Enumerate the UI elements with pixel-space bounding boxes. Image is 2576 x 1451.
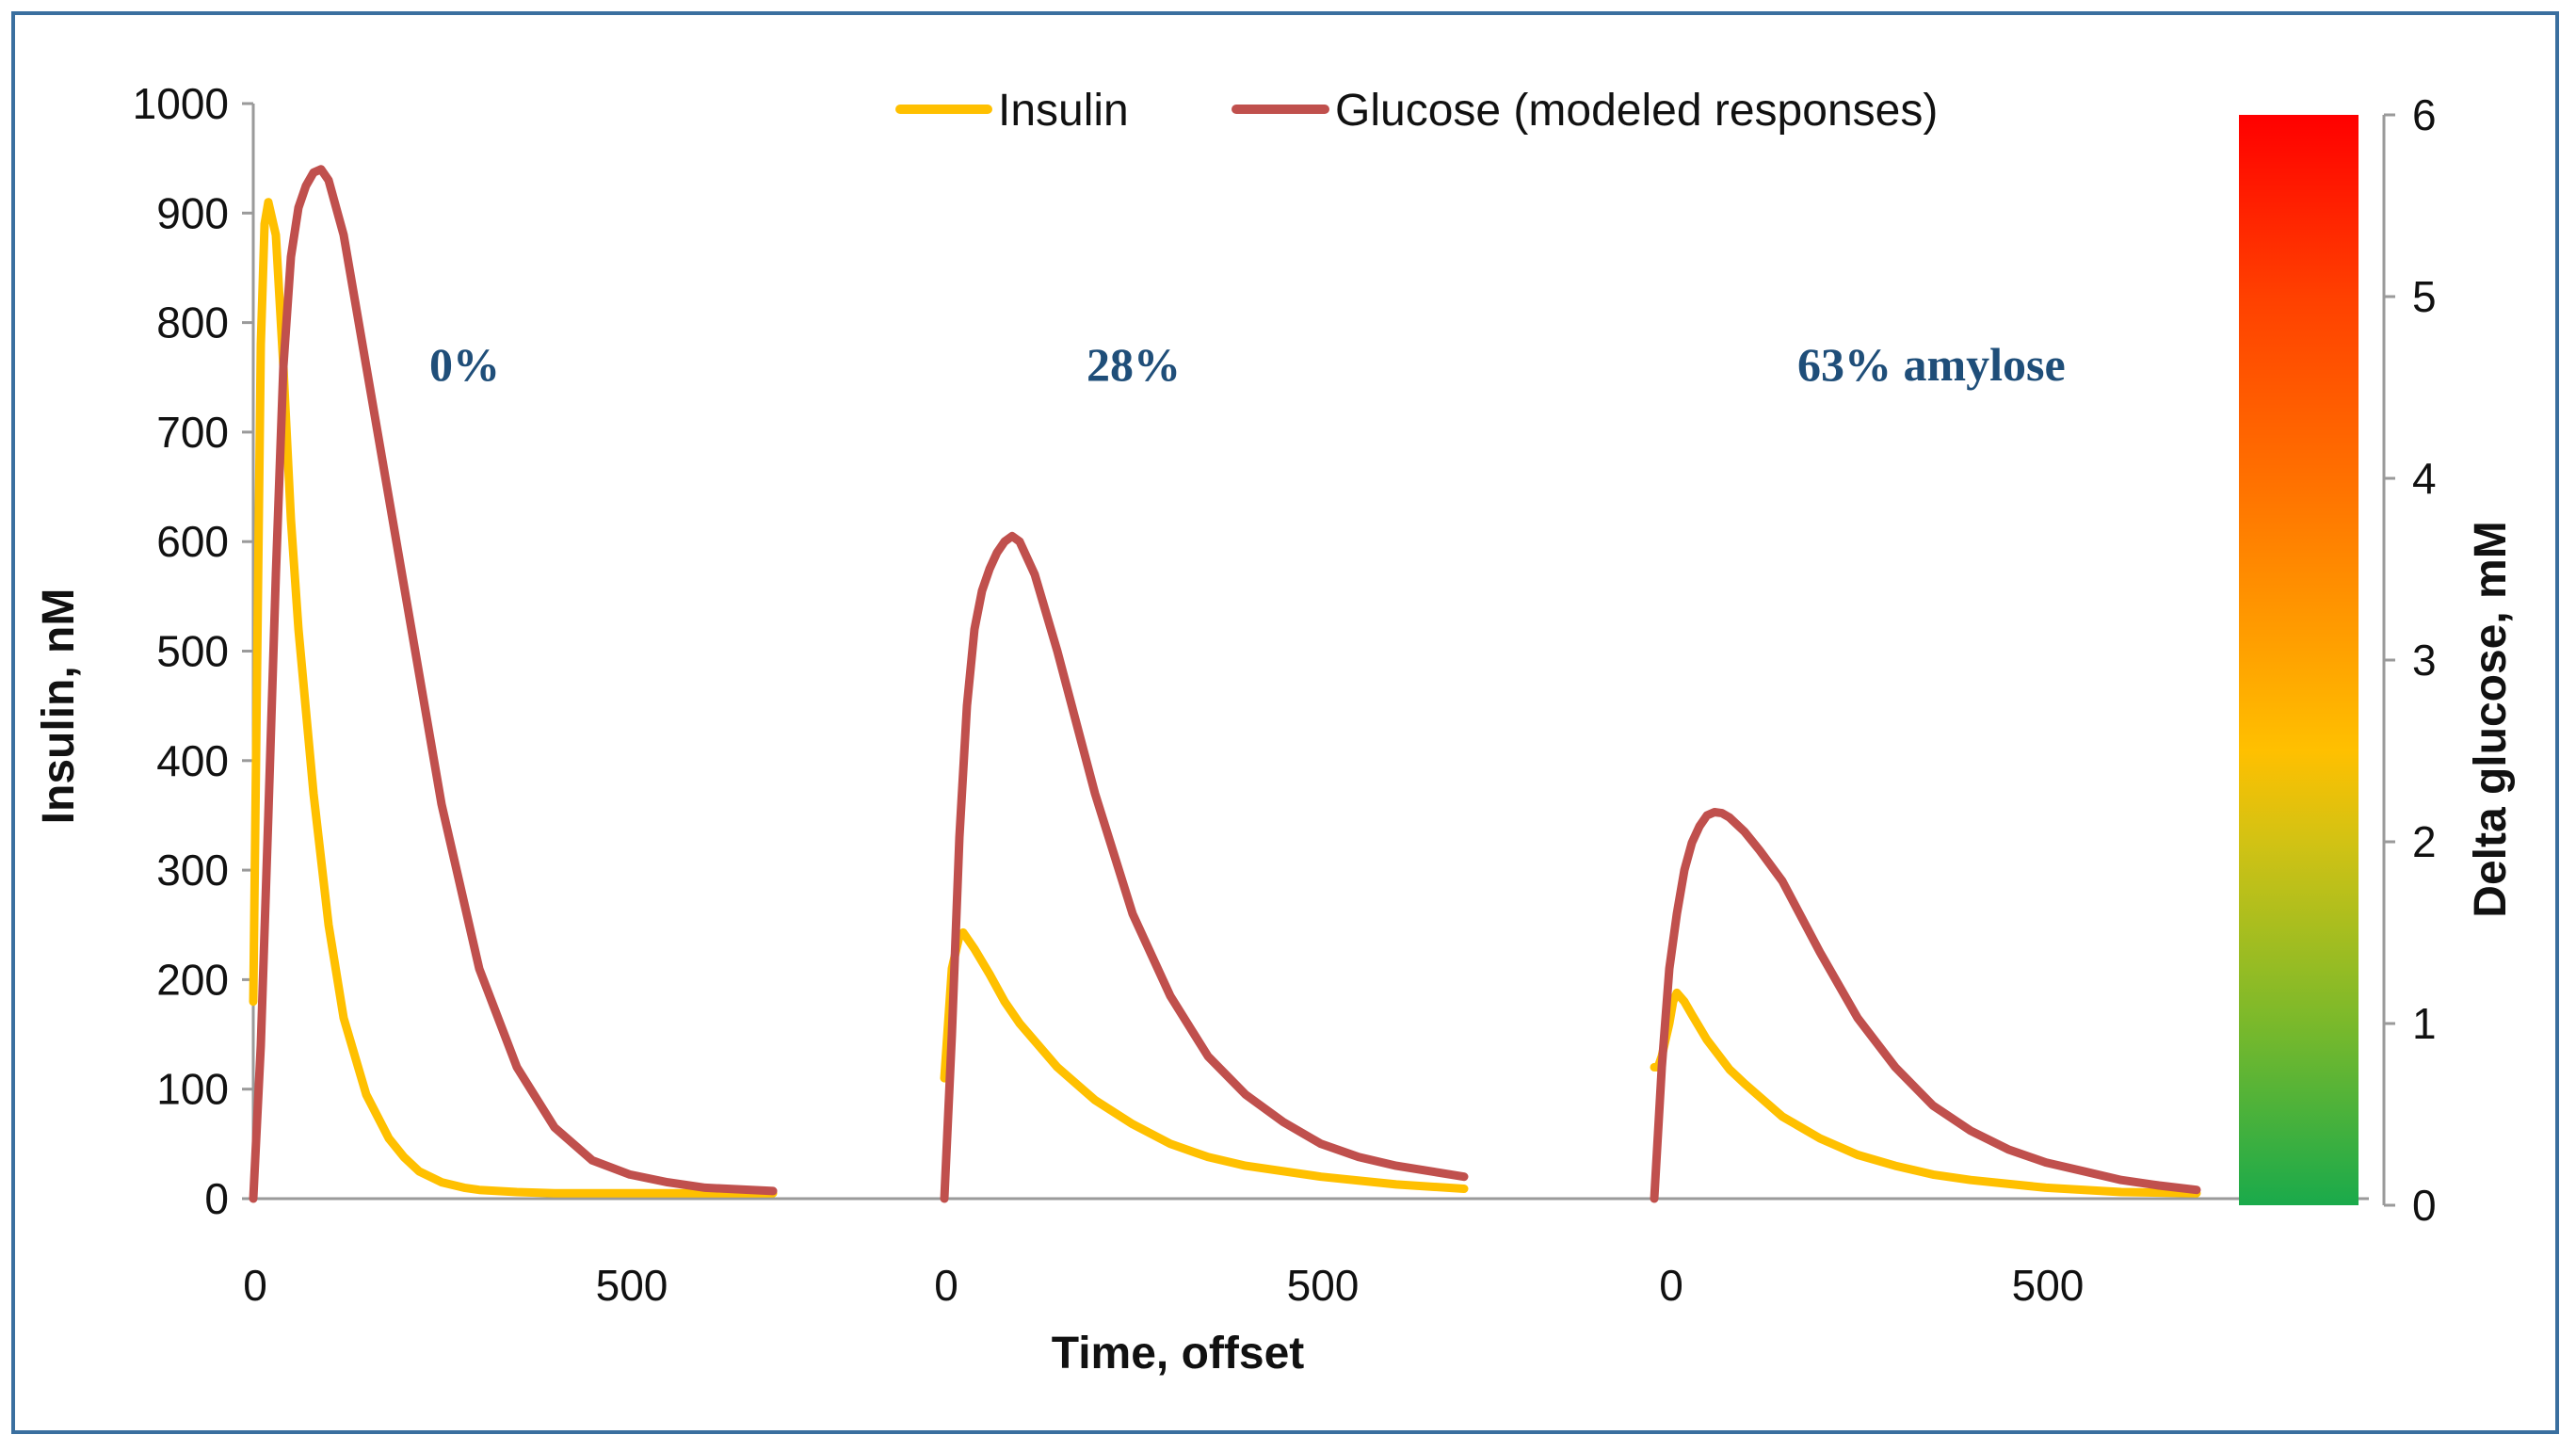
colorbar-tick-label: 4 bbox=[2412, 454, 2437, 503]
y-axis-title: Insulin, nM bbox=[34, 588, 84, 825]
y-tick-label: 300 bbox=[156, 846, 229, 895]
x-tick-label: 500 bbox=[1287, 1261, 1360, 1310]
series-layer bbox=[249, 165, 2201, 1203]
axes-layer bbox=[242, 102, 2369, 1201]
x-axis-title: Time, offset bbox=[1052, 1329, 1305, 1378]
y-tick-label: 600 bbox=[156, 517, 229, 566]
y-tick-label: 700 bbox=[156, 408, 229, 457]
y-tick-label: 0 bbox=[204, 1174, 229, 1223]
y-tick-label: 400 bbox=[156, 736, 229, 785]
panel-label-1: 28% bbox=[1087, 338, 1181, 391]
y-tick-label: 500 bbox=[156, 627, 229, 676]
y-tick-label: 200 bbox=[156, 955, 229, 1004]
legend: Insulin Glucose (modeled responses) bbox=[895, 86, 1938, 136]
colorbar-tick-label: 2 bbox=[2412, 817, 2437, 866]
y-tick-label: 800 bbox=[156, 298, 229, 347]
legend-insulin-label: Insulin bbox=[998, 86, 1129, 136]
y-tick-label: 900 bbox=[156, 188, 229, 237]
y-tick-label: 100 bbox=[156, 1065, 229, 1114]
x-tick-label: 500 bbox=[2012, 1261, 2085, 1310]
insulin-line-0 bbox=[249, 198, 778, 1198]
colorbar-tick-label: 3 bbox=[2412, 636, 2437, 685]
colorbar bbox=[2239, 115, 2359, 1205]
glucose-line-1 bbox=[940, 531, 1469, 1203]
x-tick-label: 500 bbox=[596, 1261, 668, 1310]
panel-label-2: 63% amylose bbox=[1797, 338, 2066, 391]
x-tick-label: 0 bbox=[243, 1261, 267, 1310]
glucose-line-2 bbox=[1650, 808, 2201, 1203]
insulin-line-1 bbox=[940, 927, 1469, 1193]
glucose-line-0 bbox=[249, 165, 778, 1203]
colorbar-axis: 0 1 2 3 4 5 6 bbox=[2382, 90, 2437, 1230]
x-tick-label: 0 bbox=[1659, 1261, 1683, 1310]
insulin-line-2 bbox=[1650, 988, 2201, 1198]
colorbar-tick-label: 1 bbox=[2412, 999, 2437, 1048]
colorbar-axis-title: Delta glucose, mM bbox=[2466, 521, 2516, 917]
label-layer: 0 100 200 300 400 500 600 700 800 900 1000 0 500 0 500… bbox=[133, 79, 2085, 1310]
colorbar-tick-label: 6 bbox=[2412, 90, 2437, 139]
colorbar-tick-label: 5 bbox=[2412, 272, 2437, 321]
panel-label-0: 0% bbox=[429, 338, 500, 391]
colorbar-tick-label: 0 bbox=[2412, 1181, 2437, 1230]
legend-glucose-label: Glucose (modeled responses) bbox=[1335, 86, 1938, 136]
y-tick-label: 1000 bbox=[133, 79, 229, 128]
chart-frame: 0 100 200 300 400 500 600 700 800 900 1000 0 500 0 500… bbox=[11, 11, 2559, 1434]
x-tick-label: 0 bbox=[934, 1261, 958, 1310]
